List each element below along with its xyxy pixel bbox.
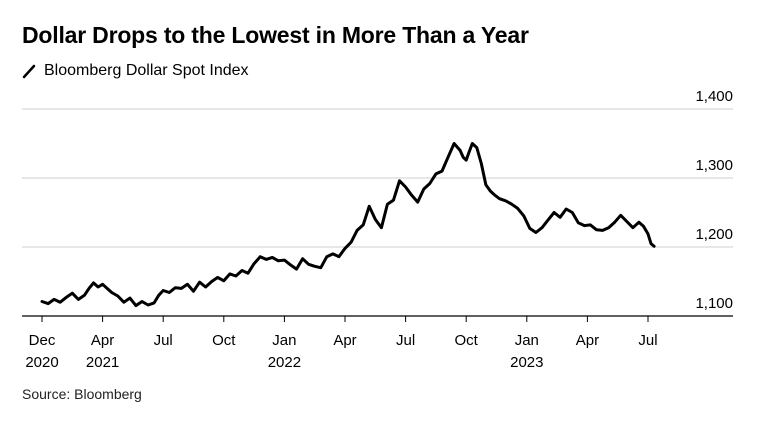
x-tick-label: Jul [154, 332, 173, 349]
x-tick-label: Oct [455, 332, 479, 349]
x-tick-label: Jan [515, 332, 539, 349]
x-tick-year-label: 2023 [510, 354, 543, 371]
x-tick-label: Jan [272, 332, 296, 349]
legend-line-icon [22, 64, 36, 79]
source-note: Source: Bloomberg [22, 386, 142, 402]
legend: Bloomberg Dollar Spot Index [22, 62, 249, 80]
x-tick-label: Dec [29, 332, 56, 349]
x-tick-year-label: 2020 [25, 354, 58, 371]
x-tick-label: Oct [212, 332, 236, 349]
x-tick-label: Apr [333, 332, 356, 349]
x-tick-year-label: 2021 [86, 354, 119, 371]
y-tick-label: 1,300 [695, 157, 733, 174]
y-tick-label: 1,400 [695, 88, 733, 105]
x-tick-label: Apr [576, 332, 599, 349]
x-tick-year-label: 2022 [268, 354, 301, 371]
x-tick-label: Jul [396, 332, 415, 349]
y-tick-label: 1,100 [695, 295, 733, 312]
series-line [40, 142, 656, 308]
line-chart: 1,400 1,300 1,200 1,100 Dec 2020 Apr 2021 Jul Oct… [22, 88, 733, 371]
y-tick-label: 1,200 [695, 226, 733, 243]
x-tick-label: Apr [91, 332, 114, 349]
legend-label: Bloomberg Dollar Spot Index [44, 62, 249, 79]
x-tick-label: Jul [638, 332, 657, 349]
chart-title: Dollar Drops to the Lowest in More Than … [22, 22, 529, 48]
